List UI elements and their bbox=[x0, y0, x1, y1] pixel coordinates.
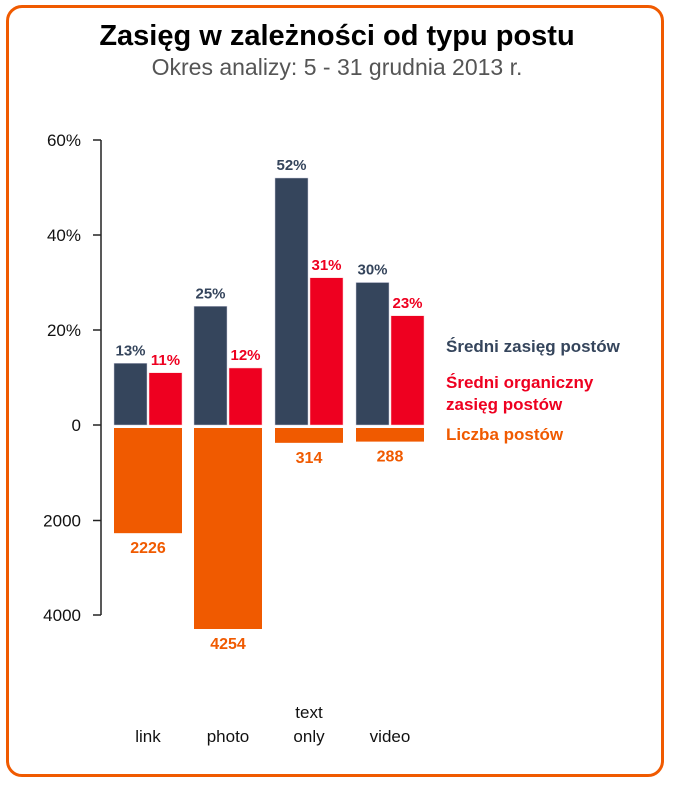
data-label-post-count: 288 bbox=[377, 449, 404, 466]
x-category-label: video bbox=[370, 727, 411, 746]
bar-organic-reach bbox=[148, 372, 183, 426]
y-tick-label: 2000 bbox=[43, 512, 81, 531]
y-tick-label: 60% bbox=[47, 131, 81, 150]
data-label-post-count: 2226 bbox=[130, 540, 166, 557]
data-label-organic: 23% bbox=[392, 295, 422, 312]
bar-average-reach bbox=[355, 282, 390, 426]
legend-post-count: Liczba postów bbox=[446, 425, 564, 444]
data-label-average: 30% bbox=[357, 262, 387, 279]
data-label-average: 25% bbox=[195, 285, 225, 302]
x-category-label: only bbox=[293, 727, 325, 746]
bar-average-reach bbox=[274, 177, 309, 426]
data-label-average: 52% bbox=[276, 157, 306, 174]
chart-frame bbox=[6, 5, 664, 777]
chart-title: Zasięg w zależności od typu postu bbox=[99, 20, 575, 52]
x-category-label: link bbox=[135, 727, 161, 746]
bar-average-reach bbox=[113, 363, 148, 426]
legend-average-reach: Średni zasięg postów bbox=[446, 337, 620, 356]
bar-organic-reach bbox=[228, 367, 263, 426]
data-label-organic: 31% bbox=[311, 257, 341, 274]
bar-average-reach bbox=[193, 306, 228, 426]
data-label-post-count: 4254 bbox=[210, 636, 246, 653]
data-label-organic: 11% bbox=[151, 352, 180, 369]
bar-organic-reach bbox=[309, 277, 344, 426]
y-tick-label: 0 bbox=[72, 416, 81, 435]
data-label-average: 13% bbox=[115, 342, 145, 359]
x-category-label: text bbox=[295, 703, 323, 722]
data-label-post-count: 314 bbox=[296, 450, 323, 467]
bar-post-count bbox=[356, 428, 424, 442]
y-tick-label: 20% bbox=[47, 321, 81, 340]
bar-post-count bbox=[275, 428, 343, 443]
chart-subtitle: Okres analizy: 5 - 31 grudnia 2013 r. bbox=[151, 54, 523, 80]
y-tick-label: 40% bbox=[47, 226, 81, 245]
bar-post-count bbox=[194, 428, 262, 630]
data-label-organic: 12% bbox=[230, 347, 260, 364]
legend-organic-reach: Średni organiczny zasięg postów bbox=[446, 373, 594, 414]
y-tick-label: 4000 bbox=[43, 606, 81, 625]
bar-organic-reach bbox=[390, 315, 425, 426]
x-category-label: photo bbox=[207, 727, 250, 746]
bar-post-count bbox=[114, 428, 182, 534]
